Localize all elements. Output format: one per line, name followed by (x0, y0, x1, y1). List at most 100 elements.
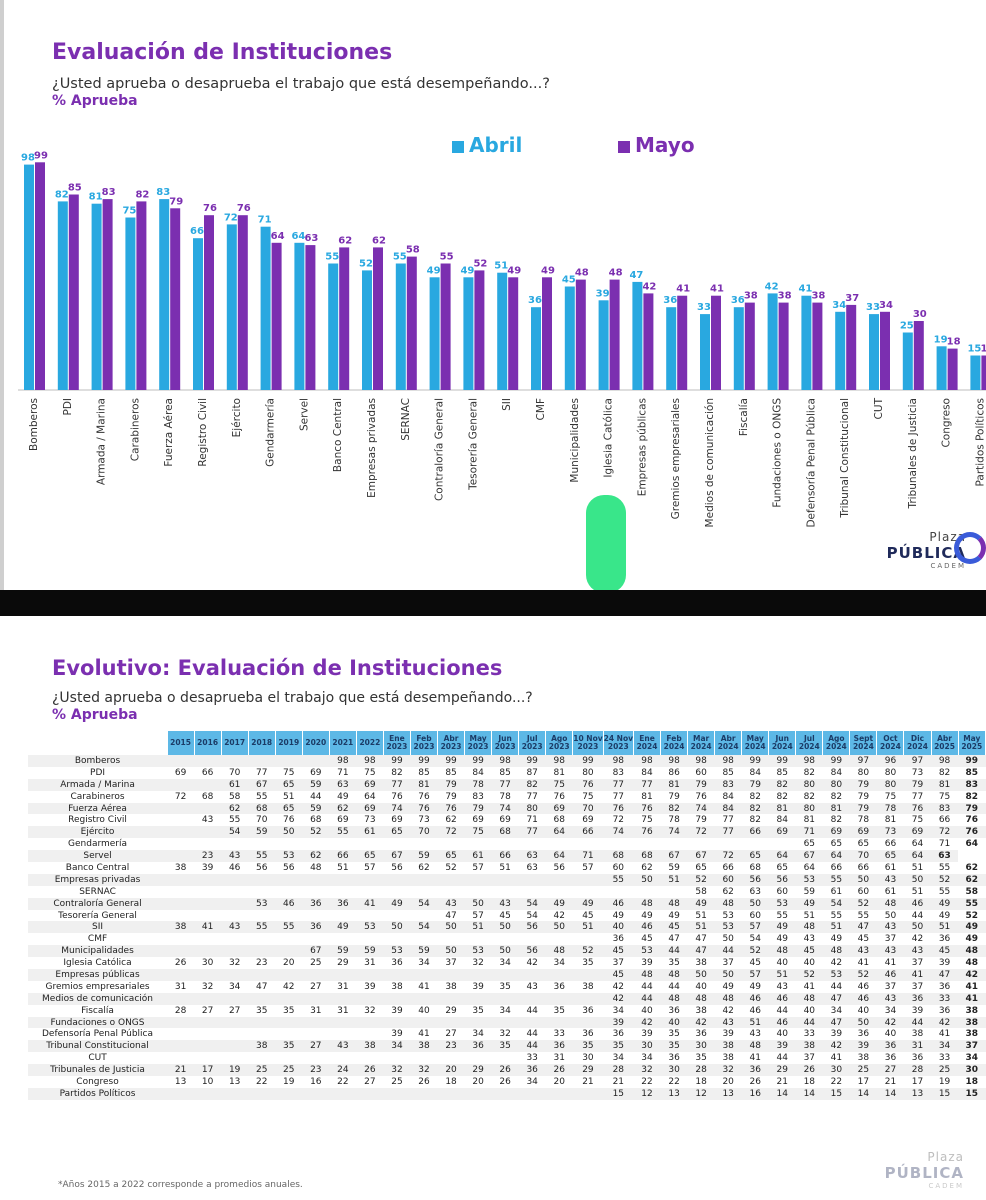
table-cell (194, 886, 221, 898)
table-cell: 15 (603, 1087, 634, 1100)
bar-april (632, 281, 643, 390)
table-cell: 30 (660, 1064, 688, 1077)
table-cell: 73 (876, 826, 904, 839)
table-cell: 68 (310, 815, 322, 826)
table-cell (572, 992, 604, 1005)
data-label-may: 58 (406, 245, 420, 256)
table-cell: 47 (668, 934, 680, 945)
table-cell: 66 (830, 862, 843, 873)
table-cell (410, 969, 438, 981)
table-cell: 39 (364, 981, 376, 992)
table-cell: 53 (722, 910, 734, 921)
table-cell: 44 (911, 910, 924, 921)
table-cell: 35 (275, 1040, 303, 1053)
table-cell: 82 (768, 778, 796, 791)
table-cell: 29 (445, 1005, 457, 1016)
table-cell (275, 945, 303, 958)
table-cell: 62 (221, 802, 249, 815)
table-cell: 37 (722, 958, 734, 969)
table-cell (248, 969, 276, 981)
table-cell: 48 (795, 921, 823, 934)
table-row: Contraloría General 53 46 36 36 41 49 54 43 50 43 5… (28, 897, 986, 910)
table-cell (248, 933, 275, 945)
table-cell (465, 1052, 492, 1064)
table-cell: 43 (491, 897, 519, 910)
table-cell (491, 992, 519, 1005)
table-cell (167, 1040, 195, 1053)
table-cell: 83 (612, 767, 625, 778)
table-cell: 75 (911, 815, 924, 826)
table-cell: 51 (499, 862, 511, 873)
column-header: Jul 2023 (518, 731, 547, 755)
table-cell (545, 1016, 573, 1029)
row-label: CMF (87, 934, 108, 945)
table-cell: 62 (965, 862, 979, 873)
table-cell: 48 (876, 897, 904, 910)
table-cell: 50 (633, 873, 661, 886)
table-cell: 36 (582, 1005, 594, 1016)
column-header: 2017 (221, 731, 249, 755)
table-cell (356, 1052, 383, 1064)
table-cell (437, 1087, 465, 1100)
table-cell: 35 (255, 1005, 268, 1016)
table-cell: 19 (221, 1064, 249, 1077)
table-cell: 79 (849, 802, 877, 815)
table-cell: 52 (795, 969, 823, 981)
table-cell: 83 (931, 802, 959, 815)
table-cell: 60 (857, 886, 870, 897)
table-cell: 70 (572, 802, 604, 815)
table-cell: 50 (437, 921, 465, 934)
table-cell: 51 (687, 921, 715, 934)
table-cell: 82 (803, 767, 816, 778)
table-cell (167, 910, 194, 922)
table-cell: 34 (965, 1053, 979, 1064)
table-cell: 98 (714, 755, 742, 767)
table-cell: 65 (857, 839, 870, 850)
table-cell: 80 (822, 778, 850, 791)
data-label-may: 99 (34, 150, 48, 161)
table-cell: 51 (337, 862, 349, 873)
table-cell: 46 (857, 981, 870, 992)
category-label: Empresas públicas (636, 398, 648, 496)
table-cell: 82 (830, 791, 843, 802)
table-cell: 50 (741, 897, 769, 910)
table-cell: 31 (337, 1005, 349, 1016)
column-header: Mar 2024 (687, 731, 716, 755)
table-cell: 15 (822, 1087, 850, 1100)
table-cell: 35 (572, 1040, 604, 1053)
table-cell (167, 897, 195, 910)
table-cell: 34 (499, 958, 511, 969)
table-cell: 68 (633, 850, 661, 863)
table-cell (464, 969, 492, 981)
table-cell: 38 (174, 862, 187, 873)
bar-april (328, 263, 339, 390)
data-label-may: 34 (879, 300, 893, 311)
table-cell: 99 (572, 755, 604, 767)
table-cell: 79 (903, 778, 932, 791)
table-cell: 61 (830, 886, 843, 897)
table-cell: 35 (491, 1040, 519, 1053)
table-cell: 84 (830, 767, 843, 778)
data-label-april: 49 (460, 265, 474, 276)
table-cell: 74 (660, 826, 688, 839)
table-cell: 29 (464, 1064, 492, 1077)
table-cell: 51 (803, 910, 816, 921)
row-label: Defensoría Penal Pública (42, 1029, 154, 1040)
table-cell: 31 (364, 958, 376, 969)
data-label-april: 98 (21, 153, 35, 164)
table-row: Bomberos 98 98 99 99 99 99 98 99 98 99 98 98 98 98 98 99… (28, 755, 986, 767)
table-cell: 20 (553, 1076, 565, 1087)
table-cell (769, 838, 796, 850)
table-cell: 43 (221, 850, 249, 863)
table-cell: 85 (776, 767, 788, 778)
table-cell (221, 755, 249, 767)
table-cell: 39 (768, 1040, 796, 1053)
table-cell: 67 (660, 850, 688, 863)
table-cell: 54 (526, 910, 538, 921)
data-label-may: 55 (440, 252, 454, 263)
table-cell (438, 886, 465, 898)
table-cell (410, 1016, 438, 1029)
data-label-april: 33 (697, 302, 711, 313)
table-cell: 39 (472, 981, 484, 992)
table-cell: 53 (356, 921, 384, 934)
